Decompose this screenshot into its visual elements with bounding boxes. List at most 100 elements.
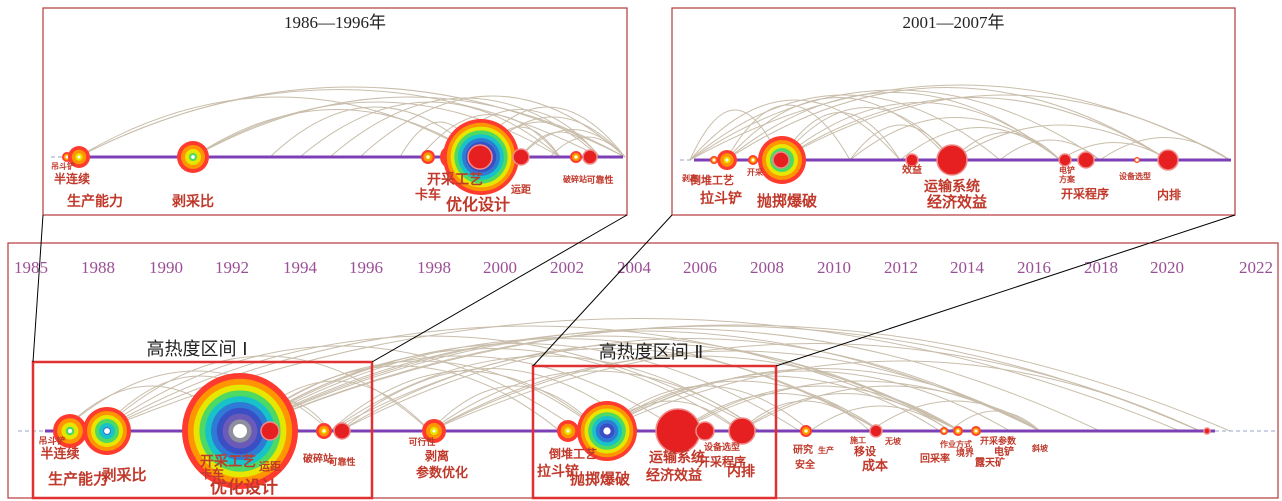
keyword-label: 电铲	[994, 445, 1014, 458]
keyword-label: 剥采比	[101, 466, 146, 484]
keyword-node-disc	[695, 421, 715, 441]
inset-citation-arcs-arc	[779, 97, 1169, 161]
inset-frame	[42, 7, 628, 216]
main-citation-arcs-arc	[239, 328, 1101, 432]
keyword-node	[758, 136, 806, 184]
keyword-node-disc	[728, 417, 756, 445]
highlight-band-1-label: 高热度区间 Ⅰ	[146, 339, 247, 360]
keyword-label: 经济效益	[646, 467, 702, 484]
year-axis: 1985 1988 1990 1992 1994 1996 1998 2000 2002 2004…	[14, 258, 1273, 277]
keyword-label: 无坡	[884, 436, 902, 446]
year-tick-label: 2022	[1239, 258, 1273, 277]
main-citation-arcs-arc	[869, 400, 1041, 432]
keyword-label: 境界	[956, 447, 974, 459]
keyword-node	[577, 401, 637, 461]
keyword-node	[316, 423, 332, 439]
keyword-node-disc	[869, 424, 883, 438]
year-tick-label: 1994	[283, 258, 318, 277]
keyword-label: 内排	[1157, 187, 1181, 202]
keyword-label: 方案	[1059, 174, 1076, 184]
year-tick-label: 1992	[215, 258, 249, 277]
main-citation-arcs-arc	[429, 385, 601, 432]
inset-citation-arcs-arc	[689, 109, 781, 161]
keyword-node-core	[65, 155, 69, 159]
keyword-node	[421, 150, 435, 164]
main-citation-arcs-arc	[61, 370, 331, 432]
inset-citation-arcs-arc	[1099, 137, 1231, 161]
main-citation-arcs-arc	[99, 335, 761, 432]
keyword-node-disc	[1058, 153, 1072, 167]
inset-citation-arcs-arc	[779, 94, 1231, 161]
keyword-node	[182, 373, 298, 489]
main-citation-arcs-arc	[679, 393, 881, 432]
inset-citation-arcs-arc	[899, 127, 1061, 161]
keyword-node-core	[804, 429, 808, 433]
keyword-label: 运距	[511, 184, 531, 196]
main-citation-arcs-arc	[99, 318, 1181, 432]
main-citation-arcs-arc	[329, 370, 601, 432]
year-tick-label: 2006	[683, 258, 717, 277]
inset-citation-arcs-arc	[519, 131, 601, 158]
keyword-label: 开采工艺	[200, 453, 256, 470]
inset-connector	[32, 214, 44, 363]
keyword-label: 开采工艺	[427, 171, 483, 188]
inset-citation-arcs-arc	[849, 117, 1061, 161]
keyword-label: 电铲	[1059, 165, 1075, 175]
main-bubbles	[53, 373, 1211, 489]
year-tick-label: 1996	[349, 258, 383, 277]
keyword-node	[512, 148, 530, 166]
keyword-node	[570, 151, 582, 163]
inset-citation-arcs-arc	[77, 96, 481, 158]
keyword-label: 开采程序	[698, 454, 746, 469]
keyword-node-core	[712, 158, 716, 162]
keyword-node	[971, 426, 981, 436]
keyword-label: 运输系统	[649, 449, 705, 466]
keyword-label: 卡车	[415, 187, 441, 203]
main-citation-arcs-arc	[429, 355, 961, 432]
keyword-label: 生产	[818, 445, 834, 455]
main-citation-arcs-arc	[429, 350, 1041, 432]
keyword-node-disc	[936, 144, 968, 176]
keyword-node	[422, 419, 446, 443]
keyword-node-disc	[512, 148, 530, 166]
main-citation-arcs-arc	[429, 370, 761, 432]
keyword-node	[710, 156, 718, 164]
year-tick-label: 1998	[417, 258, 451, 277]
year-tick-label: 1988	[81, 258, 115, 277]
keyword-label: 运输系统	[924, 178, 980, 195]
year-tick-label: 2004	[617, 258, 652, 277]
main-citation-arcs-arc	[949, 410, 1041, 432]
year-tick-label: 2008	[750, 258, 784, 277]
keyword-label: 运距	[259, 460, 281, 473]
keyword-node	[695, 421, 715, 441]
keyword-node-core	[566, 429, 570, 433]
keyword-label: 破碎站	[563, 174, 587, 184]
inset-title: 1986—1996年	[284, 13, 386, 32]
inset-connectors	[32, 214, 1236, 367]
inset-connector	[775, 214, 1236, 367]
inset-citation-arcs-arc	[77, 86, 626, 158]
inset-citation-arcs-arc	[951, 124, 1169, 161]
inset-connector	[532, 214, 673, 367]
keyword-label: 拉斗铲	[537, 463, 579, 480]
keyword-node	[1058, 153, 1072, 167]
keyword-node-core	[68, 429, 72, 433]
main-citation-arcs-arc	[239, 324, 1231, 432]
keyword-node-disc	[582, 149, 598, 165]
keyword-node	[772, 151, 790, 169]
main-citation-arcs-arc	[739, 400, 871, 432]
main-citation-arcs-arc	[679, 385, 961, 432]
main-citation-arcs-arc	[99, 355, 431, 432]
main-citation-arcs-arc	[429, 343, 1201, 432]
keyword-node-disc	[260, 421, 280, 441]
main-citation-arcs-arc	[739, 393, 951, 432]
year-tick-label: 2000	[483, 258, 517, 277]
year-tick-label: 2010	[817, 258, 851, 277]
keyword-node-disc	[772, 151, 790, 169]
highlight-band-2-label: 高热度区间 Ⅱ	[599, 342, 704, 363]
keyword-label: 抛掷爆破	[757, 192, 817, 210]
inset-connector	[371, 214, 628, 363]
